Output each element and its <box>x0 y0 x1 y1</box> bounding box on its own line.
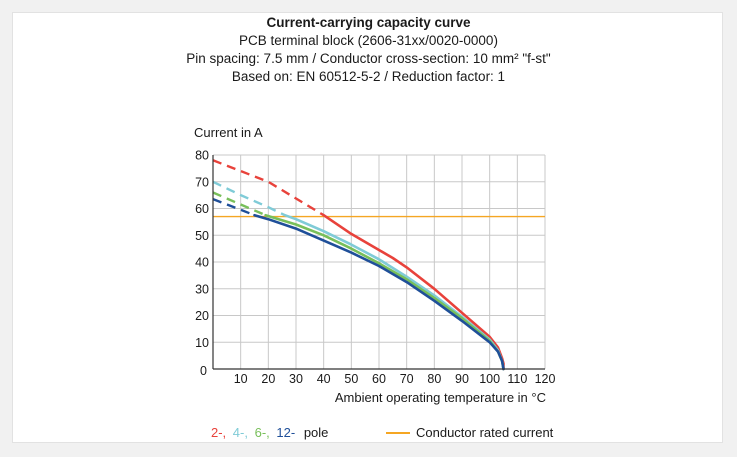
series-12-solid-line <box>253 213 505 371</box>
chart-subtitle-1: PCB terminal block (2606-31xx/0020-0000) <box>239 33 498 48</box>
x-tick-label-80: 80 <box>427 372 441 386</box>
chart-title: Current-carrying capacity curve <box>266 15 471 30</box>
legend-pole-6: 6-, <box>255 425 270 440</box>
series-4-dashed-line <box>212 180 286 217</box>
chart-subtitle-3: Based on: EN 60512-5-2 / Reduction facto… <box>231 69 506 84</box>
legend-pole-4: 4-, <box>233 425 248 440</box>
chart-title-block: Current-carrying capacity curve PCB term… <box>0 14 737 86</box>
x-tick-label-60: 60 <box>372 372 386 386</box>
series-2-solid-line <box>322 213 505 371</box>
legend-pole-text: 2-, 4-, 6-, 12- pole <box>211 425 328 440</box>
x-tick-label-40: 40 <box>317 372 331 386</box>
x-tick-label-10: 10 <box>234 372 248 386</box>
series-6-dashed-line <box>212 191 267 217</box>
legend-pole-2: 2-, <box>211 425 226 440</box>
grid <box>213 154 546 369</box>
y-tick-label-20: 20 <box>195 309 209 323</box>
x-tick-label-30: 30 <box>289 372 303 386</box>
series-group <box>212 159 505 371</box>
x-tick-label-20: 20 <box>261 372 275 386</box>
legend: 2-, 4-, 6-, 12- pole Conductor rated cur… <box>211 425 554 440</box>
legend-pole-12: 12- <box>276 425 295 440</box>
legend-pole-suffix: pole <box>304 425 329 440</box>
y-tick-label-40: 40 <box>195 256 209 270</box>
x-axis-title: Ambient operating temperature in °C <box>335 390 546 405</box>
x-tick-label-120: 120 <box>535 372 556 386</box>
x-tick-label-70: 70 <box>400 372 414 386</box>
y-tick-label-50: 50 <box>195 229 209 243</box>
x-tick-label-50: 50 <box>344 372 358 386</box>
legend-rated-label: Conductor rated current <box>416 425 554 440</box>
x-tick-label-110: 110 <box>507 372 527 386</box>
axes: 0 10 20 30 40 50 60 70 80 90 100 110 120 10 20 30 40 50 60… <box>195 149 555 387</box>
x-tick-label-0: 0 <box>200 364 207 378</box>
series-2-dashed-line <box>212 159 325 217</box>
chart-panel <box>12 12 723 443</box>
y-tick-label-60: 60 <box>195 202 209 216</box>
chart-subtitle-2: Pin spacing: 7.5 mm / Conductor cross-se… <box>186 51 551 66</box>
y-tick-label-10: 10 <box>195 336 209 350</box>
y-tick-label-70: 70 <box>195 175 209 189</box>
y-tick-label-30: 30 <box>195 282 209 296</box>
y-tick-label-80: 80 <box>195 149 209 163</box>
x-tick-label-90: 90 <box>455 372 469 386</box>
y-axis-title: Current in A <box>194 125 263 140</box>
x-tick-label-100: 100 <box>479 372 500 386</box>
series-6-solid-line <box>264 213 505 371</box>
